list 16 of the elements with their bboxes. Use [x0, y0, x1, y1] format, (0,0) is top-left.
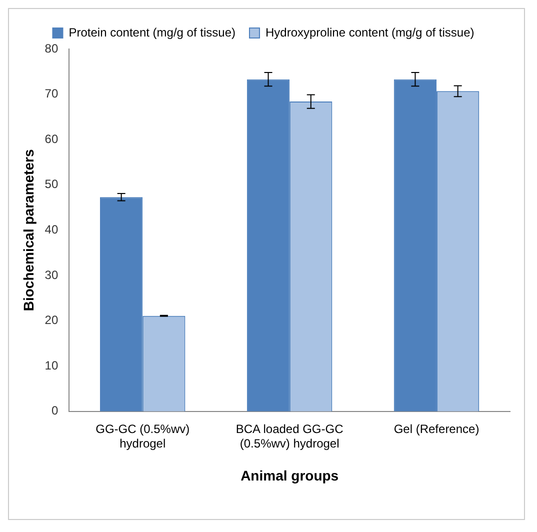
legend-label: Hydroxyproline content (mg/g of tissue) — [265, 25, 474, 40]
x-tick-label: GG-GC (0.5%wv) hydrogel — [96, 422, 190, 450]
x-axis-title: Animal groups — [240, 467, 339, 484]
x-tick-label: BCA loaded GG-GC (0.5%wv) hydrogel — [236, 422, 344, 450]
y-tick-label: 50 — [44, 177, 58, 192]
y-tick-label: 0 — [51, 404, 58, 418]
y-tick-label: 70 — [44, 86, 58, 101]
legend-label: Protein content (mg/g of tissue) — [68, 25, 236, 40]
x-tick-label: Gel (Reference) — [394, 422, 480, 436]
y-tick-label: 10 — [44, 358, 58, 372]
y-tick-label: 30 — [44, 268, 58, 282]
y-tick-label: 60 — [44, 132, 58, 146]
y-tick-label: 40 — [44, 222, 58, 237]
y-tick-label: 80 — [44, 41, 58, 56]
y-axis-title: Biochemical parameters — [20, 149, 36, 312]
y-tick-label: 20 — [44, 313, 58, 328]
